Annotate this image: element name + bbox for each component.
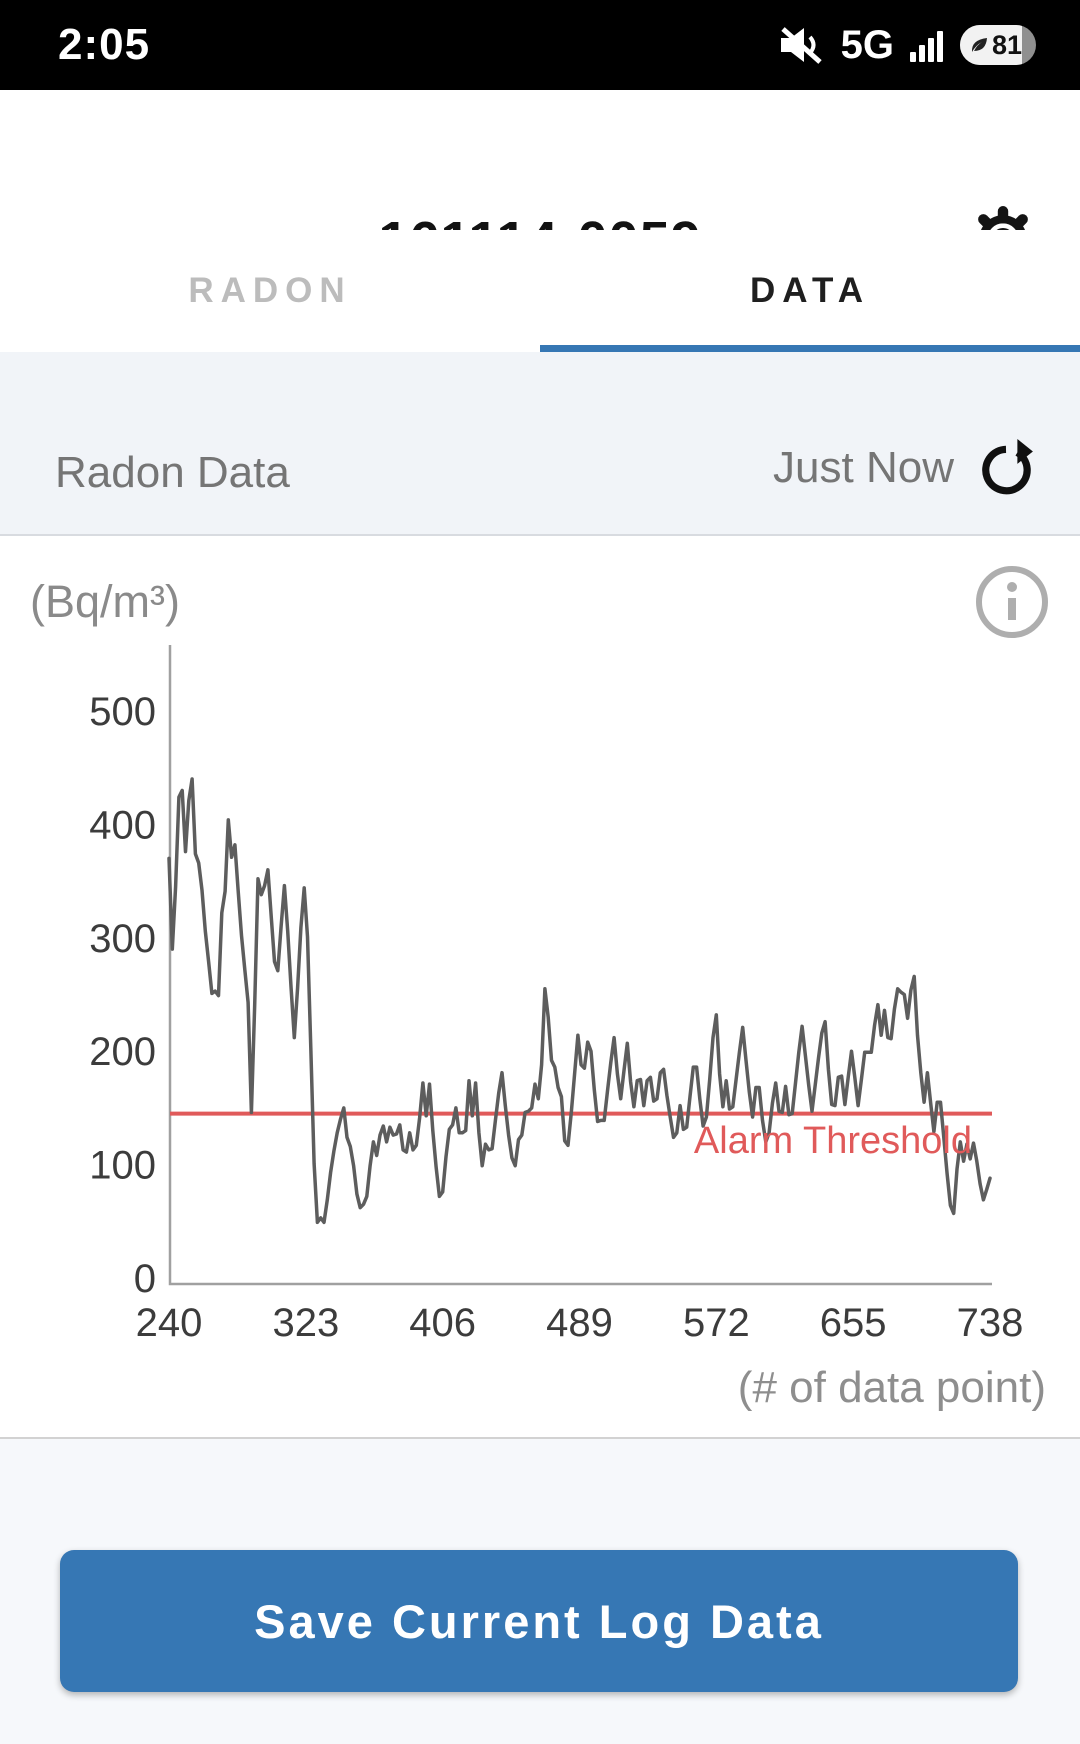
y-tick-label: 500 <box>89 690 156 734</box>
footer-bar: Save Current Log Data <box>0 1437 1080 1744</box>
status-bar: 2:05 5G 81 <box>0 0 1080 90</box>
y-tick-label: 200 <box>89 1030 156 1074</box>
signal-bars-icon <box>910 31 943 62</box>
app-header: 161114-0059 <box>0 90 1080 272</box>
mute-icon <box>780 27 822 64</box>
clock: 2:05 <box>58 20 151 69</box>
save-log-button[interactable]: Save Current Log Data <box>60 1550 1018 1692</box>
info-icon[interactable] <box>974 564 1050 640</box>
y-tick-label: 100 <box>89 1144 156 1188</box>
network-type-label: 5G <box>840 22 894 67</box>
section-title: Radon Data <box>55 448 290 497</box>
battery-percent-label: 81 <box>992 29 1023 60</box>
tab-bar: RADON DATA <box>0 230 1080 352</box>
alarm-threshold-label: Alarm Threshold <box>694 1120 972 1162</box>
chart-axes <box>168 645 992 1286</box>
x-tick-label: 489 <box>546 1301 613 1345</box>
x-tick-label: 406 <box>409 1301 476 1345</box>
y-tick-label: 400 <box>89 803 156 847</box>
status-icons: 5G 81 <box>779 23 1036 68</box>
x-tick-label: 738 <box>957 1301 1024 1345</box>
x-tick-label: 655 <box>820 1301 887 1345</box>
y-axis-unit-label: (Bq/m³) <box>30 576 180 627</box>
tab-radon[interactable]: RADON <box>188 271 352 310</box>
y-tick-label: 0 <box>134 1257 156 1301</box>
tab-data[interactable]: DATA <box>749 271 870 310</box>
battery-indicator: 81 <box>960 25 1036 65</box>
radon-line-chart: 0 100 200 300 400 500 240 323 406 489 572 655 738 Al… <box>89 645 1046 1412</box>
chart-card: (Bq/m³) 0 100 200 300 400 500 240 323 406 489 572 6… <box>0 536 1080 1437</box>
chart-plot-area: 0 100 200 300 400 500 240 323 406 489 572 655 738 <box>89 690 1023 1345</box>
x-axis-title: (# of data point) <box>738 1363 1046 1412</box>
chart-toolbar: Radon Data Just Now <box>0 352 1080 536</box>
radon-series-line <box>167 777 992 1225</box>
x-tick-label: 240 <box>136 1301 203 1345</box>
active-tab-indicator <box>540 345 1080 352</box>
last-updated-label: Just Now <box>773 443 954 492</box>
x-tick-label: 323 <box>272 1301 339 1345</box>
battery-fill-level <box>960 25 1022 65</box>
x-tick-label: 572 <box>683 1301 750 1345</box>
refresh-icon[interactable] <box>976 438 1036 498</box>
power-saving-leaf-icon <box>971 38 987 52</box>
y-tick-label: 300 <box>89 917 156 961</box>
